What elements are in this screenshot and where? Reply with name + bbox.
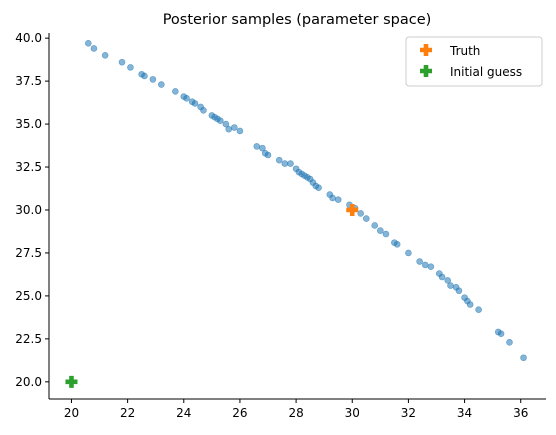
sample-point: [200, 107, 207, 114]
y-tick-label: 37.5: [15, 74, 42, 88]
y-tick-label: 35.0: [15, 117, 42, 131]
y-tick-label: 27.5: [15, 246, 42, 260]
y-tick-label: 30.0: [15, 203, 42, 217]
x-tick-label: 34: [457, 406, 472, 420]
sample-points: [85, 40, 527, 362]
sample-point: [357, 210, 364, 217]
x-axis-ticks: 20 22 24 26 28 30 32 34 36: [64, 399, 528, 420]
sample-point: [475, 306, 482, 313]
sample-point: [236, 127, 244, 135]
chart-title: Posterior samples (parameter space): [163, 12, 432, 28]
x-tick-label: 20: [64, 406, 79, 420]
x-tick-label: 28: [288, 406, 303, 420]
sample-point: [259, 144, 266, 152]
sample-point: [506, 338, 513, 346]
sample-point: [264, 151, 272, 159]
sample-point: [393, 241, 401, 248]
sample-point: [371, 222, 379, 229]
sample-point: [149, 76, 157, 83]
sample-point: [421, 261, 429, 269]
x-tick-label: 32: [401, 406, 416, 420]
x-tick-label: 30: [345, 406, 360, 420]
sample-point: [329, 194, 336, 202]
sample-point: [118, 58, 126, 66]
sample-point: [172, 88, 179, 95]
sample-point: [231, 124, 238, 131]
legend-initial-label: Initial guess: [450, 65, 522, 79]
sample-point: [141, 72, 148, 80]
y-tick-label: 20.0: [15, 375, 42, 389]
sample-point: [455, 287, 463, 295]
x-tick-label: 24: [176, 406, 191, 420]
y-tick-label: 25.0: [15, 289, 42, 303]
sample-point: [362, 215, 370, 222]
truth-marker: [346, 203, 359, 216]
legend-truth-label: Truth: [449, 44, 480, 58]
sample-point: [520, 354, 527, 362]
sample-point: [253, 143, 261, 150]
sample-point: [287, 160, 294, 167]
y-tick-label: 22.5: [15, 332, 42, 346]
sample-point: [315, 184, 322, 191]
y-tick-label: 40.0: [15, 31, 42, 45]
sample-point: [158, 81, 165, 88]
sample-point: [444, 277, 452, 284]
sample-point: [222, 120, 230, 128]
sample-point: [275, 156, 283, 164]
sample-point: [85, 40, 92, 47]
sample-point: [216, 117, 224, 124]
sample-point: [183, 94, 190, 102]
initial-guess-marker: [65, 375, 78, 388]
legend-frame: [405, 36, 543, 87]
y-axis-ticks: 20.0 22.5 25.0 27.5 30.0 32.5 35.0 37.5 40.0: [15, 31, 49, 389]
sample-point: [447, 282, 454, 289]
x-tick-label: 22: [120, 406, 135, 420]
special-markers: [65, 203, 359, 388]
legend: Truth Initial guess: [405, 36, 543, 87]
sample-point: [334, 196, 342, 203]
sample-point: [497, 330, 505, 338]
sample-point: [281, 160, 289, 167]
sample-point: [466, 301, 474, 308]
sample-point: [90, 45, 98, 52]
sample-point: [127, 64, 134, 71]
legend-truth-marker: [420, 44, 432, 56]
y-tick-label: 32.5: [15, 160, 42, 174]
sample-point: [382, 230, 390, 238]
sample-point: [191, 100, 199, 107]
x-tick-label: 26: [232, 406, 247, 420]
sample-point: [416, 258, 423, 265]
sample-point: [427, 263, 435, 270]
legend-initial-marker: [420, 65, 432, 77]
sample-point: [377, 227, 384, 234]
sample-point: [225, 125, 233, 133]
sample-point: [101, 52, 109, 59]
sample-point: [405, 249, 412, 257]
x-tick-label: 36: [513, 406, 528, 420]
sample-point: [438, 273, 446, 281]
